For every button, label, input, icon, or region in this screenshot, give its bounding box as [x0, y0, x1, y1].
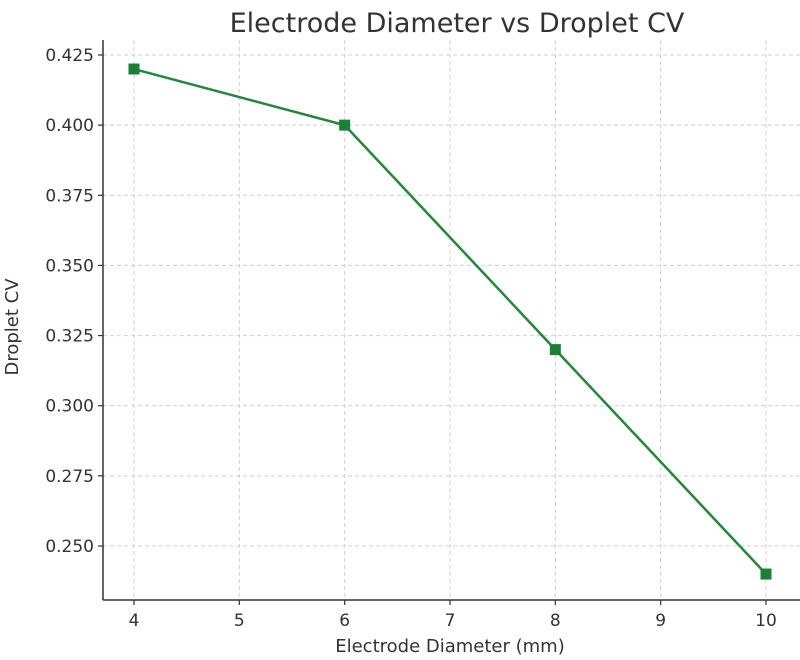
series-line — [133, 67, 767, 575]
data-point-marker — [549, 344, 561, 356]
y-tick-label: 0.325 — [45, 327, 94, 347]
axes — [102, 40, 800, 601]
y-tick-label: 0.350 — [45, 256, 94, 276]
y-tick-label: 0.425 — [45, 46, 94, 66]
y-tick-label: 0.250 — [45, 537, 94, 557]
chart-title: Electrode Diameter vs Droplet CV — [230, 8, 685, 39]
y-tick-label: 0.300 — [45, 397, 94, 417]
data-point-marker — [128, 63, 140, 75]
x-tick-label: 6 — [339, 611, 350, 631]
data-point-marker — [339, 119, 351, 131]
x-axis-ticks: 4 5 6 7 8 9 10 — [129, 600, 777, 631]
grid-lines — [103, 40, 800, 600]
y-tick-label: 0.400 — [45, 116, 94, 136]
x-axis-label: Electrode Diameter (mm) — [335, 636, 565, 657]
y-axis-ticks: 0.250 0.275 0.300 0.325 0.350 0.375 0.400 0.425 — [45, 46, 103, 557]
x-tick-label: 4 — [129, 611, 140, 631]
data-series — [128, 63, 772, 580]
y-tick-label: 0.275 — [45, 467, 94, 487]
data-point-marker — [760, 568, 772, 580]
x-tick-label: 10 — [755, 611, 777, 631]
y-tick-label: 0.375 — [45, 186, 94, 206]
x-tick-label: 7 — [445, 611, 456, 631]
x-tick-label: 9 — [655, 611, 666, 631]
x-tick-label: 8 — [550, 611, 561, 631]
y-axis-label: Droplet CV — [2, 278, 23, 376]
x-tick-label: 5 — [234, 611, 245, 631]
